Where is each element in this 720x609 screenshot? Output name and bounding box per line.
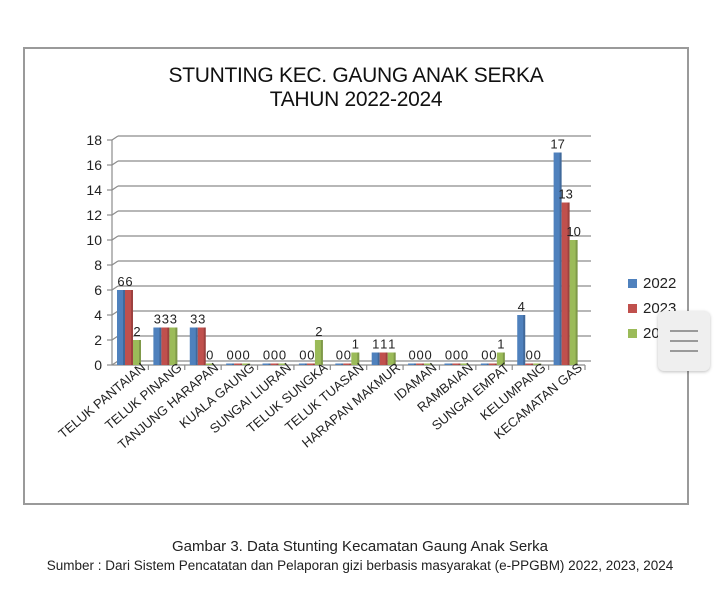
floating-menu-button[interactable] — [658, 311, 710, 371]
svg-text:2: 2 — [133, 324, 140, 339]
svg-text:0: 0 — [526, 348, 533, 363]
svg-text:3: 3 — [190, 312, 197, 327]
svg-text:2: 2 — [94, 332, 102, 348]
svg-text:6: 6 — [117, 274, 124, 289]
chart-title: STUNTING KEC. GAUNG ANAK SERKA TAHUN 202… — [23, 64, 689, 112]
svg-text:0: 0 — [416, 348, 423, 363]
svg-text:4: 4 — [94, 307, 102, 323]
menu-line-icon — [670, 330, 698, 332]
menu-line-icon — [670, 340, 698, 342]
svg-text:4: 4 — [518, 299, 525, 314]
svg-text:3: 3 — [162, 312, 169, 327]
svg-text:0: 0 — [271, 348, 278, 363]
svg-text:0: 0 — [263, 348, 270, 363]
svg-text:3: 3 — [170, 312, 177, 327]
svg-text:0: 0 — [344, 348, 351, 363]
legend-swatch-2023 — [628, 304, 637, 313]
legend-swatch-2024 — [628, 329, 637, 338]
svg-text:13: 13 — [558, 187, 572, 202]
svg-text:3: 3 — [154, 312, 161, 327]
chart-title-line2: TAHUN 2022-2024 — [269, 88, 443, 111]
svg-text:1: 1 — [380, 337, 387, 352]
svg-text:0: 0 — [481, 348, 488, 363]
svg-text:0: 0 — [299, 348, 306, 363]
svg-text:0: 0 — [94, 357, 102, 373]
svg-text:0: 0 — [227, 348, 234, 363]
svg-text:0: 0 — [206, 348, 213, 363]
svg-text:3: 3 — [198, 312, 205, 327]
chart-title-line1: STUNTING KEC. GAUNG ANAK SERKA — [168, 64, 544, 87]
svg-text:16: 16 — [86, 157, 102, 173]
svg-text:0: 0 — [279, 348, 286, 363]
chart-frame — [23, 47, 689, 505]
source-caption: Sumber : Dari Sistem Pencatatan dan Pela… — [46, 558, 674, 573]
svg-text:0: 0 — [461, 348, 468, 363]
svg-text:10: 10 — [86, 232, 102, 248]
svg-text:18: 18 — [86, 132, 102, 148]
svg-text:14: 14 — [86, 182, 102, 198]
svg-text:8: 8 — [94, 257, 102, 273]
svg-text:1: 1 — [497, 337, 504, 352]
svg-text:0: 0 — [445, 348, 452, 363]
svg-text:12: 12 — [86, 207, 102, 223]
svg-text:6: 6 — [125, 274, 132, 289]
svg-text:0: 0 — [307, 348, 314, 363]
svg-text:6: 6 — [94, 282, 102, 298]
svg-text:0: 0 — [534, 348, 541, 363]
svg-text:0: 0 — [424, 348, 431, 363]
svg-text:1: 1 — [388, 337, 395, 352]
gridlines — [111, 135, 591, 366]
svg-text:0: 0 — [408, 348, 415, 363]
svg-text:17: 17 — [550, 137, 564, 152]
svg-text:0: 0 — [243, 348, 250, 363]
svg-text:0: 0 — [336, 348, 343, 363]
menu-line-icon — [670, 350, 698, 352]
legend-item-2022: 2022 — [628, 271, 676, 296]
svg-text:1: 1 — [372, 337, 379, 352]
svg-text:0: 0 — [489, 348, 496, 363]
svg-text:0: 0 — [235, 348, 242, 363]
svg-text:0: 0 — [453, 348, 460, 363]
legend-label: 2022 — [643, 275, 677, 292]
figure-caption: Gambar 3. Data Stunting Kecamatan Gaung … — [171, 538, 549, 555]
legend-swatch-2022 — [628, 279, 637, 288]
svg-text:2: 2 — [315, 324, 322, 339]
svg-text:10: 10 — [566, 224, 580, 239]
svg-text:1: 1 — [352, 337, 359, 352]
